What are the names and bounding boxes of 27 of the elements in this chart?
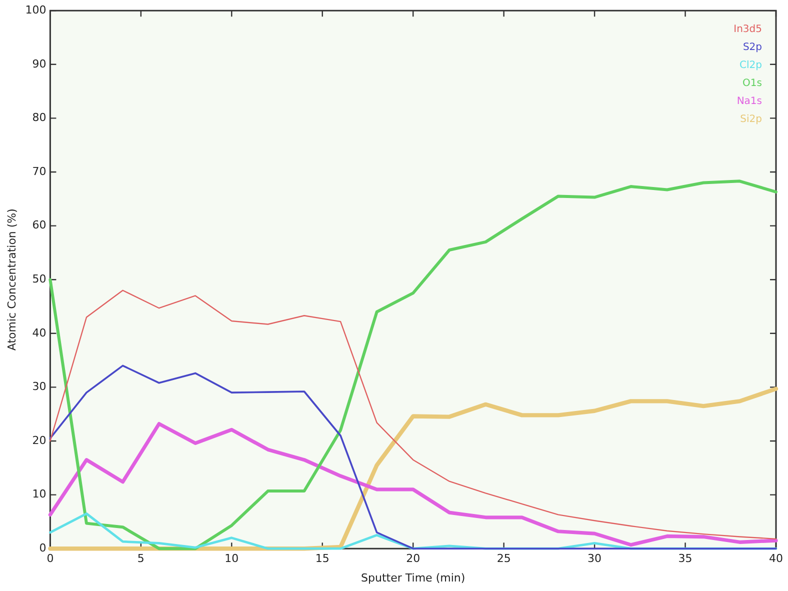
y-tick-label: 10 [32, 488, 46, 501]
x-tick-label: 25 [496, 552, 511, 566]
x-tick-label: 35 [678, 552, 692, 566]
x-tick-label: 15 [315, 552, 330, 566]
y-tick-label: 30 [32, 380, 46, 394]
x-tick-label: 5 [137, 552, 144, 566]
x-axis-title: Sputter Time (min) [361, 571, 466, 584]
text: Cl2p [740, 60, 762, 72]
text: O1s [742, 78, 762, 90]
x-tick-label: 40 [769, 552, 783, 566]
y-tick-label: 90 [32, 57, 46, 70]
x-tick-label: 30 [588, 552, 602, 566]
y-tick-label: 100 [25, 3, 46, 16]
y-tick-label: 0 [39, 541, 46, 554]
text: S2p [742, 42, 762, 54]
x-tick-label: 10 [224, 552, 239, 566]
y-axis-title: Atomic Concentration (%) [5, 208, 18, 351]
y-tick-label: 40 [32, 326, 46, 340]
text: Na1s [736, 96, 762, 108]
text: Si2p [740, 114, 762, 126]
y-tick-label: 80 [32, 111, 46, 124]
y-tick-label: 20 [32, 434, 46, 447]
y-tick-label: 50 [32, 272, 46, 286]
x-tick-label: 20 [406, 552, 420, 566]
y-tick-label: 60 [32, 218, 46, 232]
text: In3d5 [734, 24, 762, 36]
y-tick-label: 70 [32, 164, 46, 178]
